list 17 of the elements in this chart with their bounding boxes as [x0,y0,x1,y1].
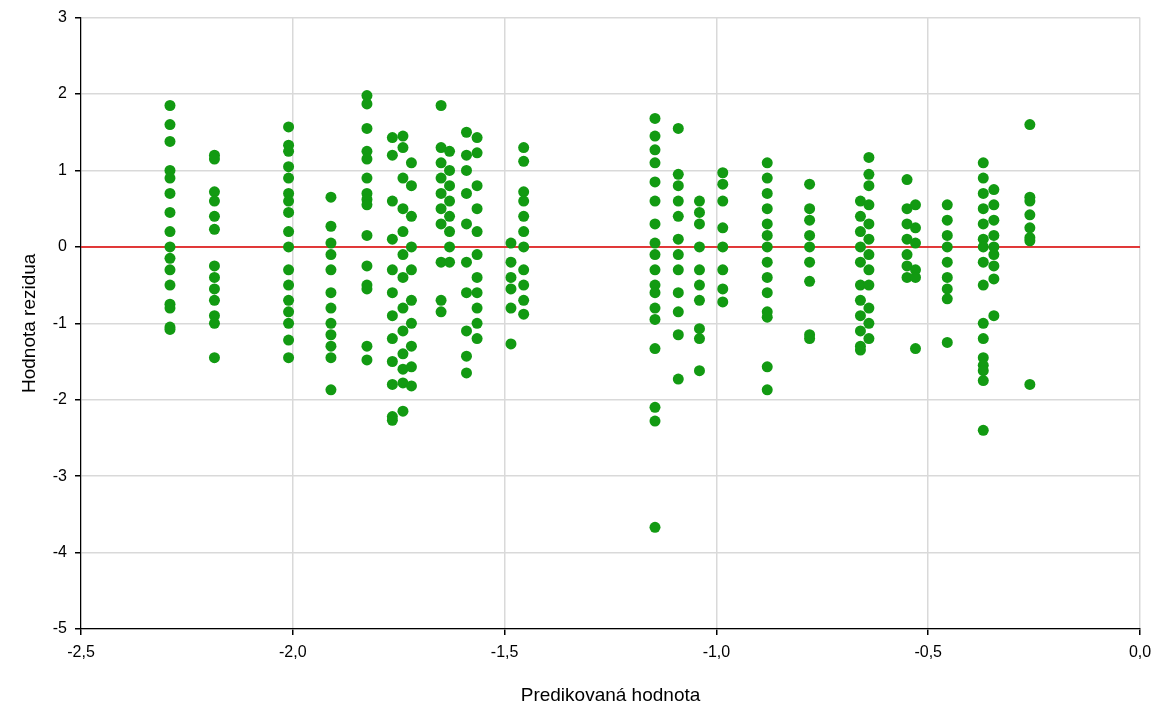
y-tick-label: 0 [58,237,68,255]
x-tick-label: -2,0 [279,643,307,661]
x-tick-label: 0,0 [1128,643,1152,661]
x-tick-label: -1,5 [490,643,519,661]
y-tick-label: -2 [52,390,68,408]
x-axis-title: Predikovaná hodnota [520,683,701,705]
y-tick-label: -5 [52,619,68,637]
x-tick-label: -2,5 [67,643,95,661]
x-tick-label: -0,5 [914,643,943,661]
y-tick-label: -4 [52,542,68,560]
y-tick-label: 1 [58,160,68,178]
y-tick-label: 3 [58,8,68,26]
x-tick-label: -1,0 [702,643,731,661]
y-tick-label: -3 [52,466,68,484]
y-tick-label: 2 [58,84,68,102]
y-axis-title: Hodnota rezidua [17,253,39,394]
y-tick-label: -1 [52,313,68,331]
